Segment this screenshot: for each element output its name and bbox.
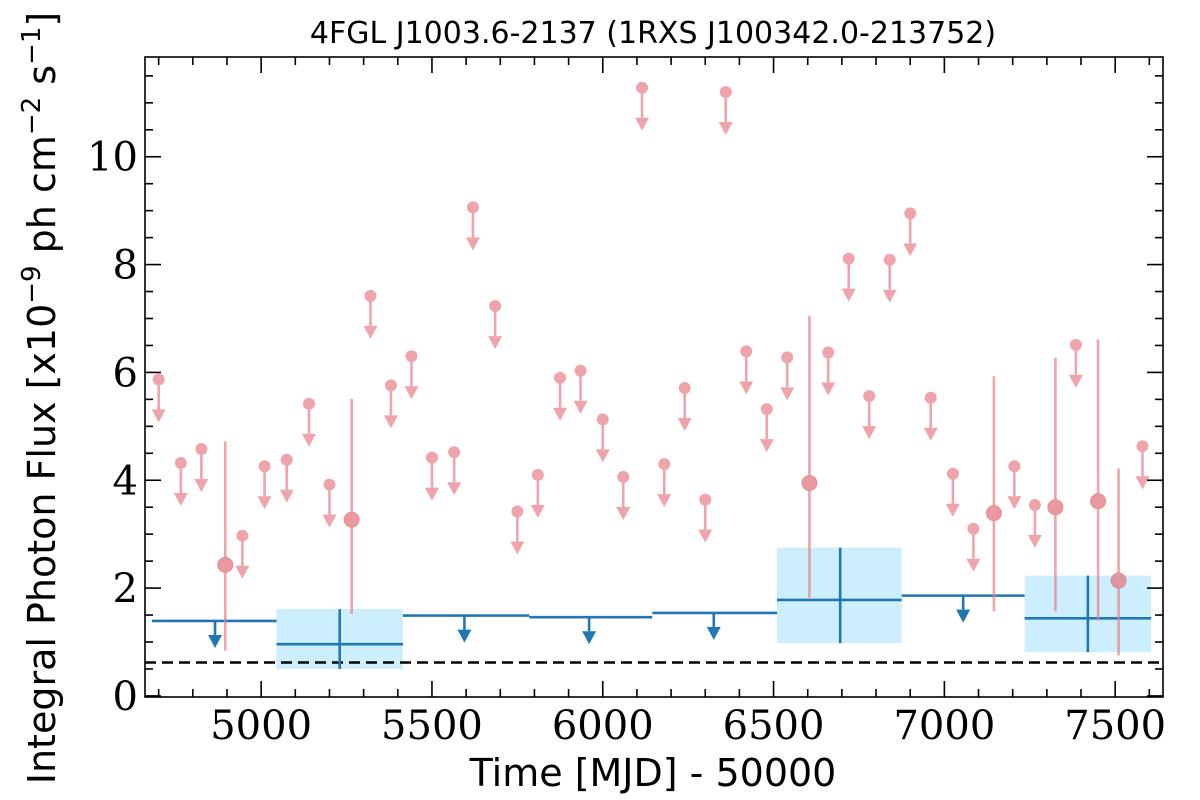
upper-limit-point	[530, 468, 545, 518]
upper-limit-point	[301, 397, 316, 447]
upper-limit-point	[235, 529, 250, 579]
upper-limit-point	[945, 467, 960, 517]
chart-title: 4FGL J1003.6-2137 (1RXS J100342.0-213752…	[310, 16, 996, 51]
detection-point	[1110, 468, 1127, 656]
y-tick-label: 2	[113, 566, 138, 612]
y-tick-label: 8	[113, 243, 138, 289]
upper-limit-point	[759, 403, 774, 453]
upper-limit-point	[882, 253, 897, 303]
plot-frame	[144, 56, 1164, 698]
upper-limit-point	[279, 453, 294, 503]
plot-area	[145, 81, 1163, 669]
upper-limit-point	[573, 364, 588, 414]
detection-point	[1090, 339, 1107, 621]
upper-limit-point	[862, 390, 877, 440]
upper-limit-point	[780, 351, 795, 401]
long-bin-upper-limit	[402, 614, 530, 643]
long-bin-detection	[776, 547, 902, 644]
long-bin-upper-limit	[529, 615, 653, 645]
upper-limit-point	[383, 379, 398, 429]
long-bin-detection	[276, 609, 403, 669]
upper-limit-point	[151, 373, 166, 423]
detection-point	[343, 398, 360, 614]
upper-limit-point	[173, 456, 188, 506]
y-tick-label: 6	[113, 350, 138, 396]
upper-limit-point	[424, 451, 439, 501]
upper-limit-point	[1027, 499, 1042, 549]
upper-limit-point	[447, 446, 462, 496]
upper-limit-point	[322, 478, 337, 528]
y-axis-label: Integral Photon Flux [x10−9 ph cm−2 s−1]	[17, 12, 64, 785]
x-tick-label: 7500	[1064, 703, 1166, 749]
upper-limit-point	[363, 289, 378, 339]
x-tick-label: 6000	[552, 703, 654, 749]
upper-limit-point	[1007, 460, 1022, 510]
upper-limit-point	[821, 346, 836, 396]
x-tick-label: 5500	[381, 703, 483, 749]
long-bin-upper-limit	[901, 594, 1025, 623]
x-tick-label: 6500	[723, 703, 825, 749]
upper-limit-point	[257, 460, 272, 510]
long-bin-upper-limit	[652, 611, 777, 640]
long-bin-upper-limit	[151, 619, 277, 648]
upper-limit-point	[718, 86, 733, 136]
upper-limit-point	[616, 471, 631, 521]
upper-limit-point	[465, 201, 480, 251]
axis-ticks: 5000 5500 6000 6500 7000 7500 0 2 4 6 8 10	[87, 57, 1166, 749]
upper-limit-point	[657, 458, 672, 508]
x-axis-label: Time [MJD] - 50000	[469, 751, 837, 795]
upper-limit-point	[903, 207, 918, 257]
upper-limit-point	[404, 350, 419, 400]
upper-limit-point	[841, 252, 856, 302]
detection-point	[801, 315, 818, 598]
upper-limit-point	[553, 371, 568, 421]
upper-limit-point	[194, 442, 209, 492]
upper-limit-point	[739, 345, 754, 395]
y-tick-label: 10	[87, 135, 138, 181]
detection-point	[217, 441, 234, 651]
upper-limit-point	[595, 413, 610, 463]
upper-limit-point	[966, 522, 981, 572]
x-tick-label: 7000	[893, 703, 995, 749]
y-tick-label: 0	[113, 674, 138, 720]
upper-limit-point	[635, 81, 650, 131]
upper-limit-point	[923, 391, 938, 441]
long-bin-detection	[1024, 575, 1152, 653]
upper-limit-point	[1068, 338, 1083, 388]
detection-point	[985, 376, 1002, 612]
y-tick-label: 4	[113, 458, 138, 504]
upper-limit-point	[488, 300, 503, 350]
detection-point	[1047, 357, 1064, 612]
upper-limit-point	[1135, 440, 1150, 490]
upper-limit-point	[698, 493, 713, 543]
x-tick-label: 5000	[210, 703, 312, 749]
upper-limit-point	[510, 505, 525, 555]
upper-limit-point	[677, 382, 692, 432]
